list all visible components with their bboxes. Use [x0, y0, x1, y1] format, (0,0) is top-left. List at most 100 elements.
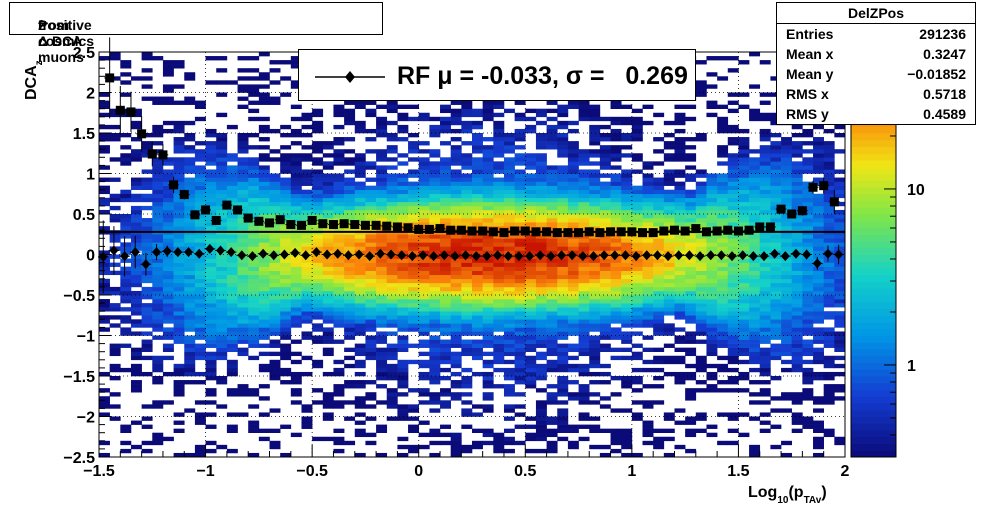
heatmap-cell	[610, 116, 622, 122]
heatmap-cell	[216, 133, 228, 138]
heatmap-cell	[290, 128, 302, 134]
heatmap-cell	[397, 452, 409, 458]
heatmap-cell	[258, 218, 270, 223]
heatmap-cell	[301, 295, 313, 300]
heatmap-cell	[706, 177, 718, 182]
heatmap-cell	[503, 193, 515, 199]
heatmap-cell	[823, 274, 835, 280]
heatmap-cell	[685, 299, 697, 304]
heatmap-cell	[781, 339, 793, 344]
heatmap-cell	[429, 311, 441, 316]
heatmap-cell	[365, 108, 377, 114]
heatmap-cell	[194, 209, 206, 215]
heatmap-cell	[312, 141, 324, 146]
heatmap-cell	[120, 246, 132, 251]
heatmap-cell	[194, 258, 206, 263]
heatmap-cell	[813, 428, 824, 433]
heatmap-cell	[290, 214, 302, 219]
heatmap-cell	[546, 303, 558, 308]
heatmap-cell	[344, 380, 356, 385]
heatmap-cell	[546, 335, 558, 340]
heatmap-cell	[663, 169, 675, 174]
heatmap-cell	[109, 52, 121, 57]
heatmap-cell	[482, 246, 494, 251]
data-point	[115, 105, 125, 115]
heatmap-cell	[322, 189, 334, 195]
heatmap-cell	[216, 161, 228, 166]
heatmap-cell	[749, 242, 761, 247]
heatmap-cell	[429, 128, 441, 134]
heatmap-cell	[344, 274, 356, 280]
heatmap-cell	[717, 209, 729, 215]
heatmap-cell	[333, 295, 345, 300]
heatmap-cell	[514, 295, 526, 300]
heatmap-cell	[173, 270, 185, 276]
heatmap-cell	[557, 177, 569, 182]
heatmap-cell	[781, 311, 793, 316]
heatmap-cell	[120, 295, 132, 300]
heatmap-cell	[685, 189, 697, 195]
heatmap-cell	[493, 307, 505, 312]
heatmap-cell	[258, 258, 270, 263]
heatmap-cell	[184, 165, 196, 170]
heatmap-cell	[717, 185, 729, 190]
data-point	[787, 209, 797, 219]
heatmap-cell	[312, 290, 324, 296]
heatmap-cell	[226, 392, 238, 397]
heatmap-cell	[567, 242, 579, 247]
heatmap-cell	[205, 234, 217, 239]
heatmap-cell	[546, 218, 558, 223]
heatmap-cell	[557, 201, 569, 207]
heatmap-cell	[344, 218, 356, 223]
heatmap-cell	[749, 448, 761, 454]
heatmap-cell	[759, 185, 771, 190]
heatmap-cell	[376, 246, 388, 251]
heatmap-cell	[226, 371, 238, 377]
heatmap-cell	[333, 359, 345, 365]
heatmap-cell	[173, 201, 185, 207]
heatmap-cell	[322, 177, 334, 182]
heatmap-cell	[631, 246, 643, 251]
heatmap-cell	[674, 242, 686, 247]
heatmap-cell	[578, 295, 590, 300]
heatmap-cell	[461, 214, 473, 219]
heatmap-cell	[450, 242, 462, 247]
heatmap-cell	[717, 278, 729, 284]
heatmap-cell	[162, 282, 174, 288]
heatmap-cell	[621, 355, 633, 361]
heatmap-cell	[727, 295, 739, 300]
heatmap-cell	[781, 331, 793, 336]
heatmap-cell	[653, 384, 665, 389]
heatmap-cell	[546, 177, 558, 182]
heatmap-cell	[706, 234, 718, 239]
heatmap-cell	[450, 218, 462, 223]
heatmap-cell	[695, 274, 707, 280]
heatmap-cell	[130, 218, 142, 223]
heatmap-cell	[461, 376, 473, 381]
heatmap-cell	[567, 355, 579, 361]
heatmap-cell	[759, 412, 771, 417]
heatmap-cell	[237, 177, 249, 182]
heatmap-cell	[258, 323, 270, 328]
heatmap-cell	[631, 351, 643, 357]
heatmap-cell	[226, 339, 238, 344]
heatmap-cell	[173, 84, 185, 89]
heatmap-cell	[589, 428, 601, 433]
heatmap-cell	[631, 290, 643, 296]
heatmap-cell	[653, 282, 665, 288]
heatmap-cell	[749, 270, 761, 276]
heatmap-cell	[546, 197, 558, 203]
heatmap-cell	[610, 153, 622, 158]
heatmap-cell	[162, 274, 174, 280]
heatmap-cell	[450, 355, 462, 361]
heatmap-cell	[802, 128, 814, 134]
data-point	[797, 206, 807, 216]
heatmap-cell	[354, 242, 366, 247]
heatmap-cell	[503, 367, 515, 373]
heatmap-cell	[354, 128, 366, 134]
heatmap-cell	[184, 181, 196, 186]
heatmap-cell	[589, 380, 601, 385]
heatmap-cell	[503, 258, 515, 263]
heatmap-cell	[344, 120, 356, 126]
heatmap-cell	[653, 149, 665, 154]
